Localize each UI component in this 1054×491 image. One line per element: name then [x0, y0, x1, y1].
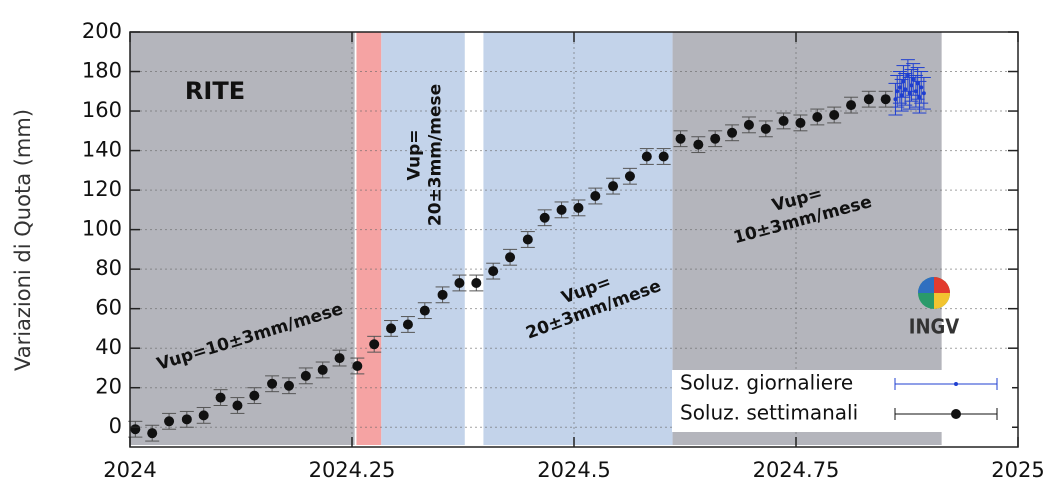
data-point: [795, 117, 806, 128]
y-tick-label: 140: [82, 138, 122, 162]
data-point: [907, 91, 912, 96]
y-tick-label: 200: [82, 19, 122, 43]
annotation: 20±3mm/mese: [426, 84, 446, 226]
data-point: [334, 353, 345, 364]
data-point: [419, 305, 430, 316]
data-point: [608, 181, 619, 192]
data-point: [641, 151, 652, 162]
data-point: [760, 123, 771, 134]
shaded-region: [381, 32, 465, 445]
data-point: [778, 115, 789, 126]
legend-box: [672, 370, 1012, 432]
data-point: [352, 360, 363, 371]
legend-label: Soluz. giornaliere: [680, 371, 853, 395]
data-point: [710, 133, 721, 144]
x-tick-label: 2024.75: [753, 458, 840, 482]
logo-segment: [934, 277, 950, 293]
data-point: [164, 416, 175, 427]
legend-marker: [951, 409, 961, 419]
data-point: [283, 380, 294, 391]
data-point: [899, 93, 904, 98]
marks: [128, 59, 931, 442]
annotation: Vup=: [405, 129, 425, 180]
data-point: [846, 100, 857, 111]
y-tick-label: 160: [82, 98, 122, 122]
data-point: [863, 94, 874, 105]
y-tick-label: 100: [82, 217, 122, 241]
x-tick-label: 2025: [991, 458, 1044, 482]
data-point: [829, 110, 840, 120]
data-point: [897, 85, 902, 90]
data-point: [249, 390, 260, 401]
data-point: [909, 83, 914, 88]
shaded-region: [130, 32, 355, 445]
data-point: [232, 400, 243, 411]
legend-label: Soluz. settimanali: [680, 401, 858, 425]
data-point: [369, 339, 380, 350]
data-point: [471, 277, 482, 288]
data-point: [386, 323, 397, 334]
data-point: [917, 95, 922, 100]
data-point: [573, 202, 584, 213]
logo-segment: [918, 277, 934, 293]
data-point: [812, 111, 823, 122]
data-point: [505, 252, 516, 263]
data-point: [147, 428, 158, 439]
data-point: [743, 119, 754, 130]
data-point: [727, 127, 738, 138]
x-tick-label: 2024.5: [537, 458, 610, 482]
data-point: [913, 89, 918, 94]
data-point: [181, 414, 192, 425]
data-point: [300, 370, 311, 381]
data-point: [693, 139, 704, 150]
data-point: [880, 94, 891, 105]
data-point: [437, 289, 448, 300]
y-tick-label: 120: [82, 177, 122, 201]
data-point: [919, 85, 924, 90]
shaded-region: [356, 32, 382, 445]
x-tick-label: 2024.25: [309, 458, 396, 482]
plot-frame: [129, 31, 1019, 448]
logo-segment: [934, 293, 950, 309]
data-point: [658, 151, 669, 162]
y-tick-label: 60: [95, 296, 122, 320]
data-point: [905, 73, 910, 78]
y-tick-label: 80: [95, 256, 122, 280]
data-point: [893, 97, 898, 102]
data-point: [590, 191, 601, 202]
data-point: [402, 319, 413, 330]
y-tick-label: 0: [109, 414, 122, 438]
y-axis-label: Variazioni di Quota (mm): [11, 109, 35, 371]
data-point: [895, 89, 900, 94]
data-point: [624, 171, 635, 182]
y-tick-label: 180: [82, 59, 122, 83]
data-point: [901, 79, 906, 84]
data-point: [921, 91, 926, 96]
data-point: [267, 378, 278, 389]
data-point: [454, 277, 465, 288]
y-tick-label: 40: [95, 335, 122, 359]
data-point: [911, 77, 916, 82]
data-point: [522, 234, 533, 245]
legend-marker: [954, 382, 958, 386]
data-point: [556, 204, 567, 215]
data-point: [675, 133, 686, 144]
logo-text: INGV: [909, 315, 960, 339]
data-point: [317, 364, 328, 375]
annotation: RITE: [185, 77, 245, 105]
y-tick-label: 20: [95, 375, 122, 399]
data-point: [215, 392, 226, 403]
data-point: [198, 410, 209, 421]
data-point: [903, 87, 908, 92]
data-point: [539, 212, 550, 223]
shaded-region: [483, 32, 673, 445]
data-point: [130, 424, 141, 435]
x-tick-label: 2024: [103, 458, 156, 482]
data-point: [915, 81, 920, 86]
data-point: [488, 266, 499, 277]
